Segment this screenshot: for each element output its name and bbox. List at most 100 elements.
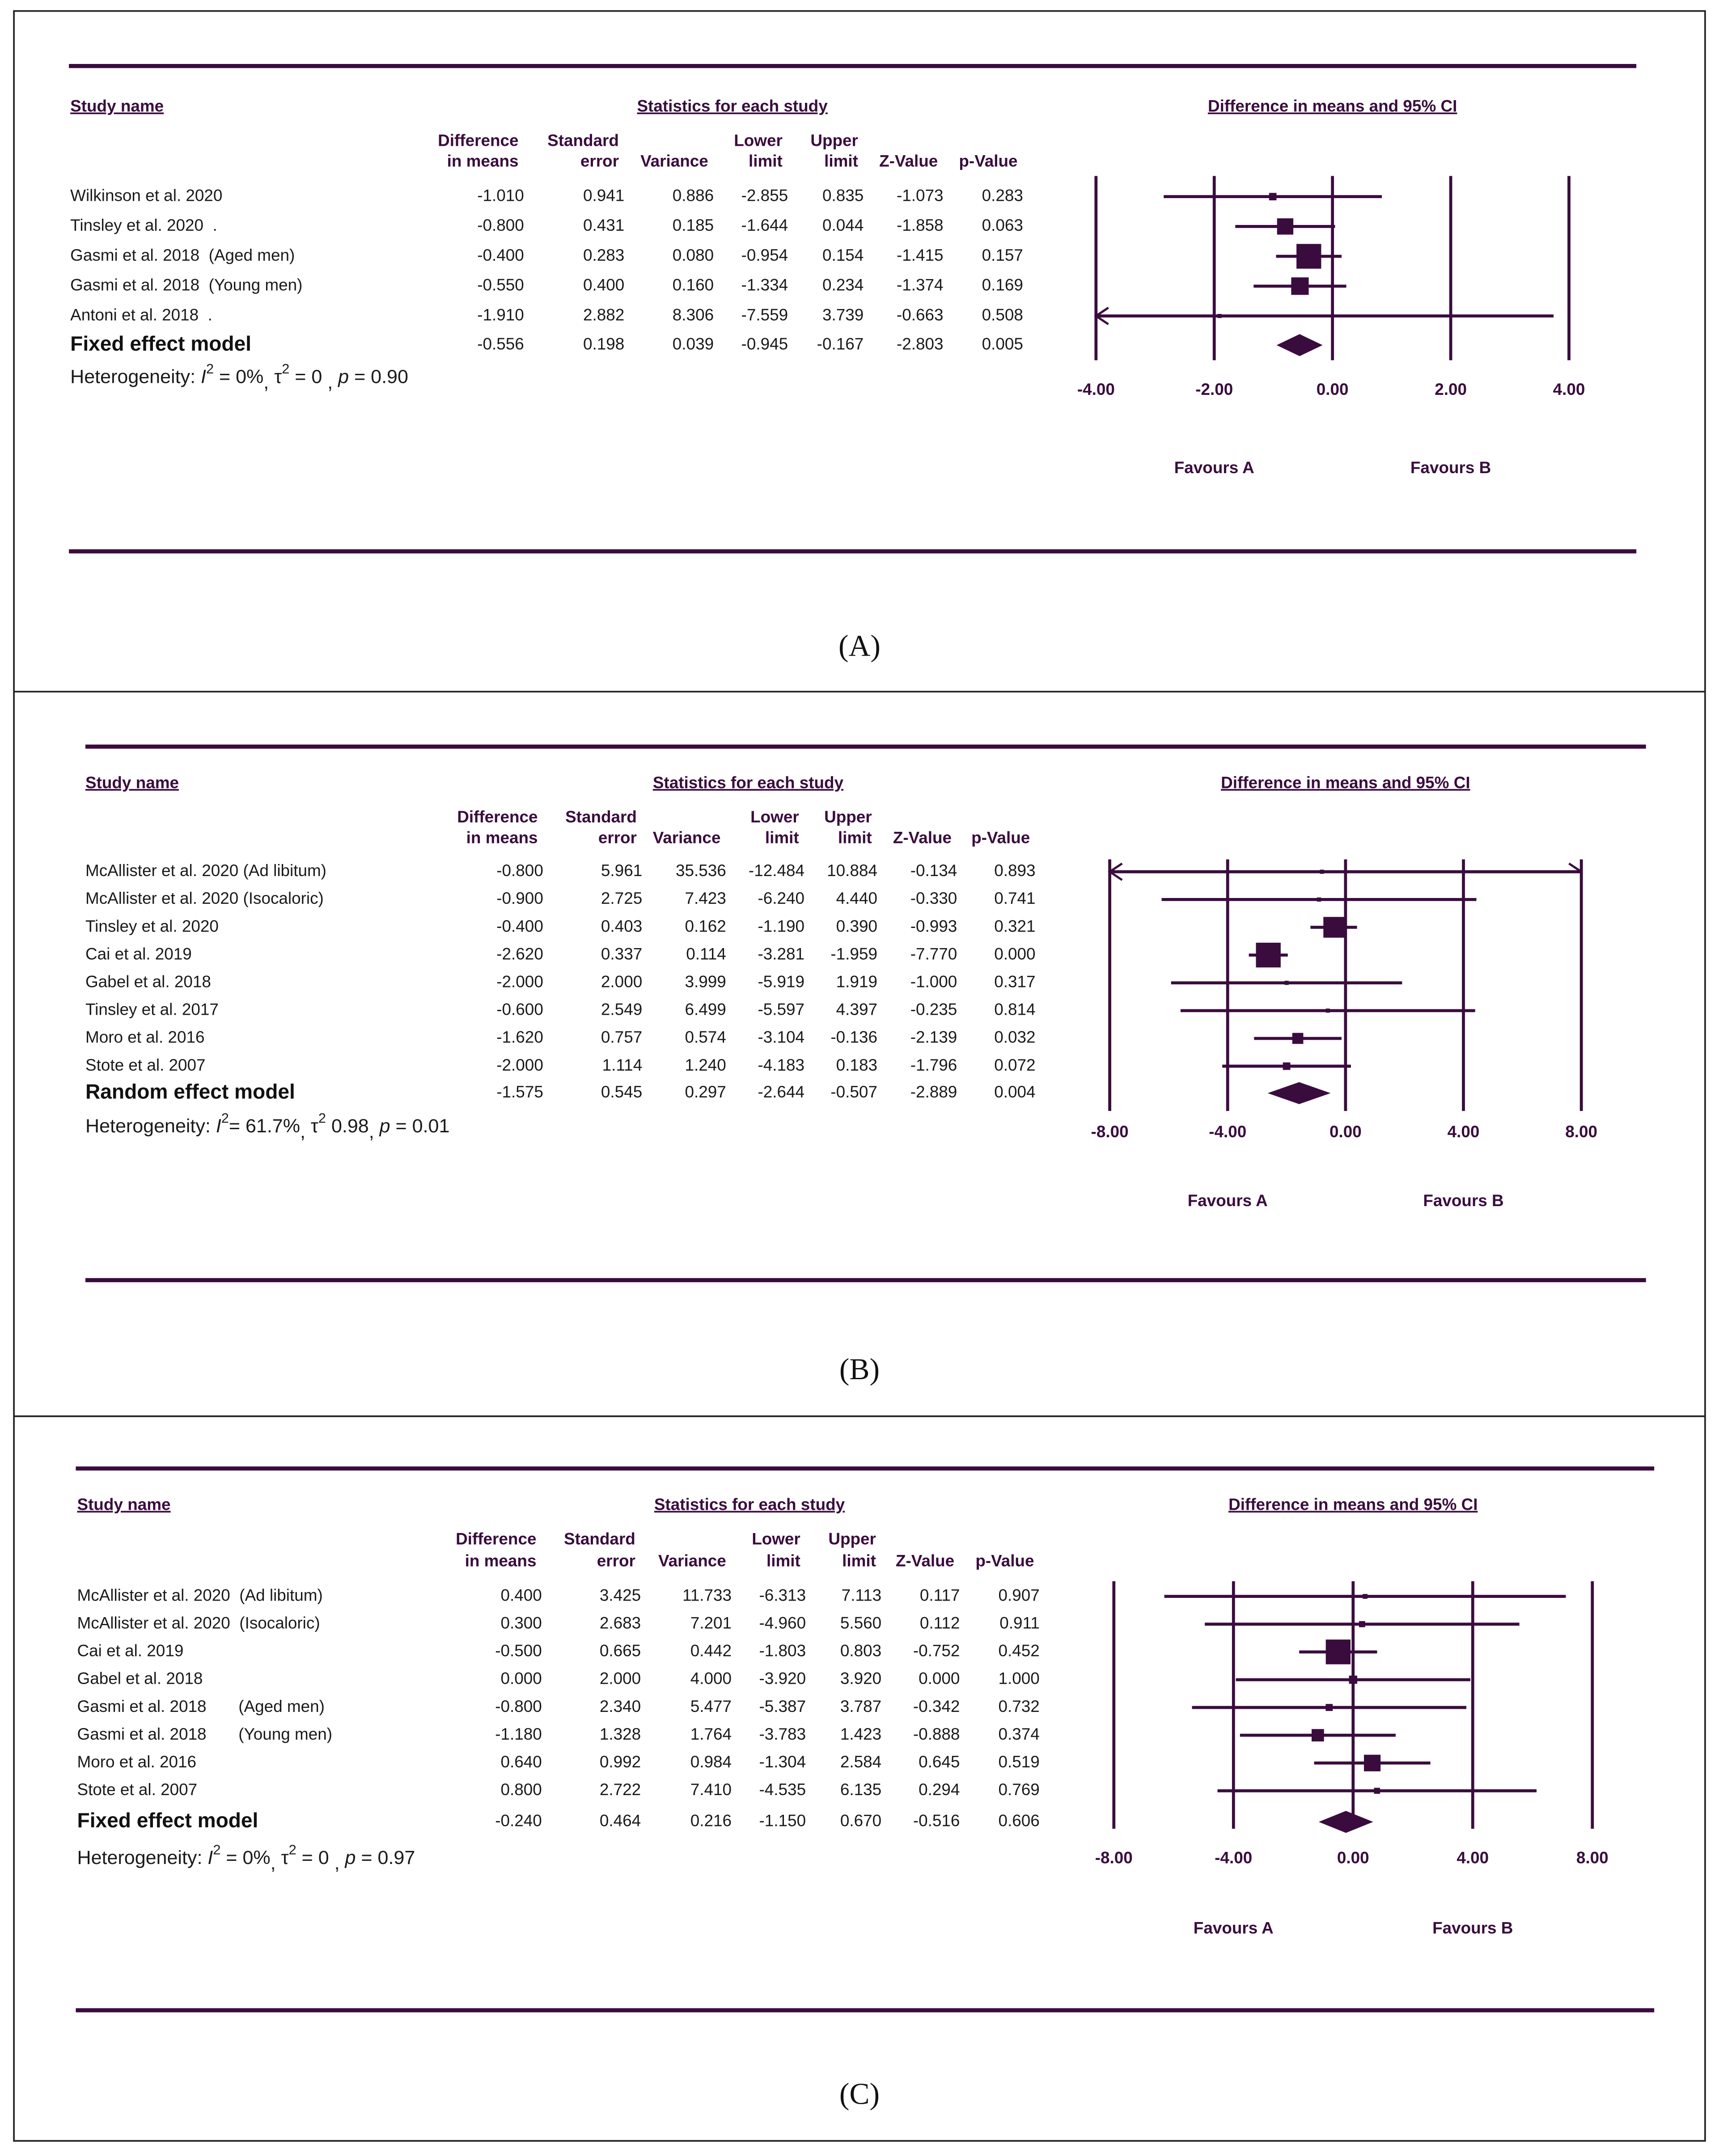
summary-name: Fixed effect model [70,332,251,355]
table-cell: 35.536 [676,861,726,880]
table-cell: 0.000 [500,1669,542,1688]
favours-label: Favours B [1410,458,1491,477]
plot-title: Difference in means and 95% CI [1228,1495,1478,1513]
table-cell: -0.888 [913,1725,960,1743]
summary-name: Fixed effect model [77,1809,258,1832]
table-cell: 0.234 [822,276,864,294]
study-name: Wilkinson et al. 2020 [70,186,222,204]
summary-cell: 0.545 [601,1083,642,1101]
table-cell: 0.183 [836,1056,877,1074]
study-name: McAllister et al. 2020 (Ad libitum) [77,1586,323,1604]
table-cell: 2.000 [601,972,642,991]
table-cell: 11.733 [682,1586,732,1604]
table-cell: 2.584 [840,1753,881,1771]
summary-diamond [1318,1811,1373,1833]
study-name: Gasmi et al. 2018 (Aged men) [77,1697,325,1715]
study-name: Tinsley et al. 2017 [85,1000,219,1019]
effect-square [1325,1639,1351,1665]
plot-title: Difference in means and 95% CI [1208,97,1457,115]
column-header: in means [466,828,538,847]
table-cell: -6.240 [758,889,804,907]
column-header: Upper [824,808,872,826]
table-cell: 6.135 [840,1780,881,1799]
heterogeneity-part: = 0.97 [356,1847,415,1868]
table-cell: 0.431 [583,216,624,234]
effect-square [1269,193,1277,200]
table-cell: 0.317 [994,972,1035,991]
column-header: Lower [750,808,799,826]
summary-cell: -0.167 [817,335,864,353]
table-cell: 6.499 [685,1000,726,1019]
column-header: limit [842,1552,876,1570]
summary-cell: -1.150 [759,1812,806,1830]
panel-label: (A) [838,629,881,663]
study-name: Stote et al. 2007 [85,1056,206,1074]
column-header: Difference [456,1529,536,1548]
table-cell: 0.112 [920,1614,960,1632]
column-header: in means [465,1552,537,1570]
table-cell: 0.032 [994,1028,1035,1046]
column-header: limit [838,828,872,847]
table-cell: 0.941 [583,186,624,204]
table-cell: 2.340 [600,1697,641,1715]
summary-cell: 0.039 [673,335,714,353]
heterogeneity-part: , [334,1853,345,1874]
summary-cell: 0.198 [583,335,624,353]
table-cell: 10.884 [827,861,877,880]
table-cell: -1.334 [741,276,788,294]
summary-diamond [1276,334,1323,356]
heterogeneity-part: = 0.01 [390,1116,450,1137]
table-cell: 0.519 [998,1753,1039,1771]
table-cell: 2.722 [600,1780,641,1799]
table-cell: -0.136 [830,1028,877,1046]
table-cell: 0.403 [601,917,642,935]
summary-cell: -2.644 [758,1083,804,1101]
heterogeneity-part: = 0% [220,1847,270,1868]
table-cell: 0.757 [601,1028,642,1046]
effect-square [1217,313,1222,318]
effect-square [1374,1787,1380,1794]
table-cell: -0.900 [496,889,543,907]
column-header: Difference [457,808,538,826]
column-header: limit [749,152,783,170]
heterogeneity-part: Heterogeneity: [77,1847,208,1868]
table-cell: 3.787 [840,1697,881,1715]
x-tick-label: 0.00 [1317,380,1349,398]
table-cell: 0.893 [994,861,1035,880]
heterogeneity-part: I [201,366,206,388]
table-cell: 0.080 [673,246,714,264]
study-name: Moro et al. 2016 [85,1028,204,1046]
heterogeneity-part: , [263,372,274,393]
x-tick-label: -2.00 [1195,380,1233,398]
heterogeneity-part: 2 [318,1110,326,1126]
table-cell: -1.415 [897,246,944,264]
table-cell: 0.803 [840,1642,881,1660]
effect-square [1320,869,1324,874]
x-tick-label: -4.00 [1077,380,1115,398]
table-cell: -0.400 [477,246,524,264]
table-cell: 0.452 [998,1642,1039,1660]
table-cell: -0.134 [910,861,957,880]
table-cell: 7.201 [690,1614,732,1632]
heterogeneity-part: = 0 [289,366,327,388]
favours-label: Favours A [1188,1191,1268,1210]
table-cell: 2.683 [600,1614,641,1632]
table-cell: 4.000 [690,1669,732,1688]
table-cell: 0.911 [999,1614,1040,1632]
table-cell: -0.663 [897,305,944,324]
effect-square [1312,1729,1324,1742]
heterogeneity-part: 2 [221,1110,229,1126]
table-cell: 0.800 [500,1780,542,1799]
study-name: McAllister et al. 2020 (Isocaloric) [77,1614,320,1632]
table-cell: -1.190 [758,917,804,935]
table-cell: 0.162 [685,917,726,935]
study-name: Stote et al. 2007 [77,1780,198,1799]
summary-cell: 0.004 [994,1083,1035,1101]
table-cell: 0.283 [583,246,624,264]
study-name: McAllister et al. 2020 (Ad libitum) [85,861,326,880]
table-cell: -0.330 [910,889,957,907]
column-header: Z-Value [896,1552,954,1570]
column-header: limit [766,1552,800,1570]
table-cell: 0.390 [836,917,877,935]
effect-square [1292,1033,1304,1044]
